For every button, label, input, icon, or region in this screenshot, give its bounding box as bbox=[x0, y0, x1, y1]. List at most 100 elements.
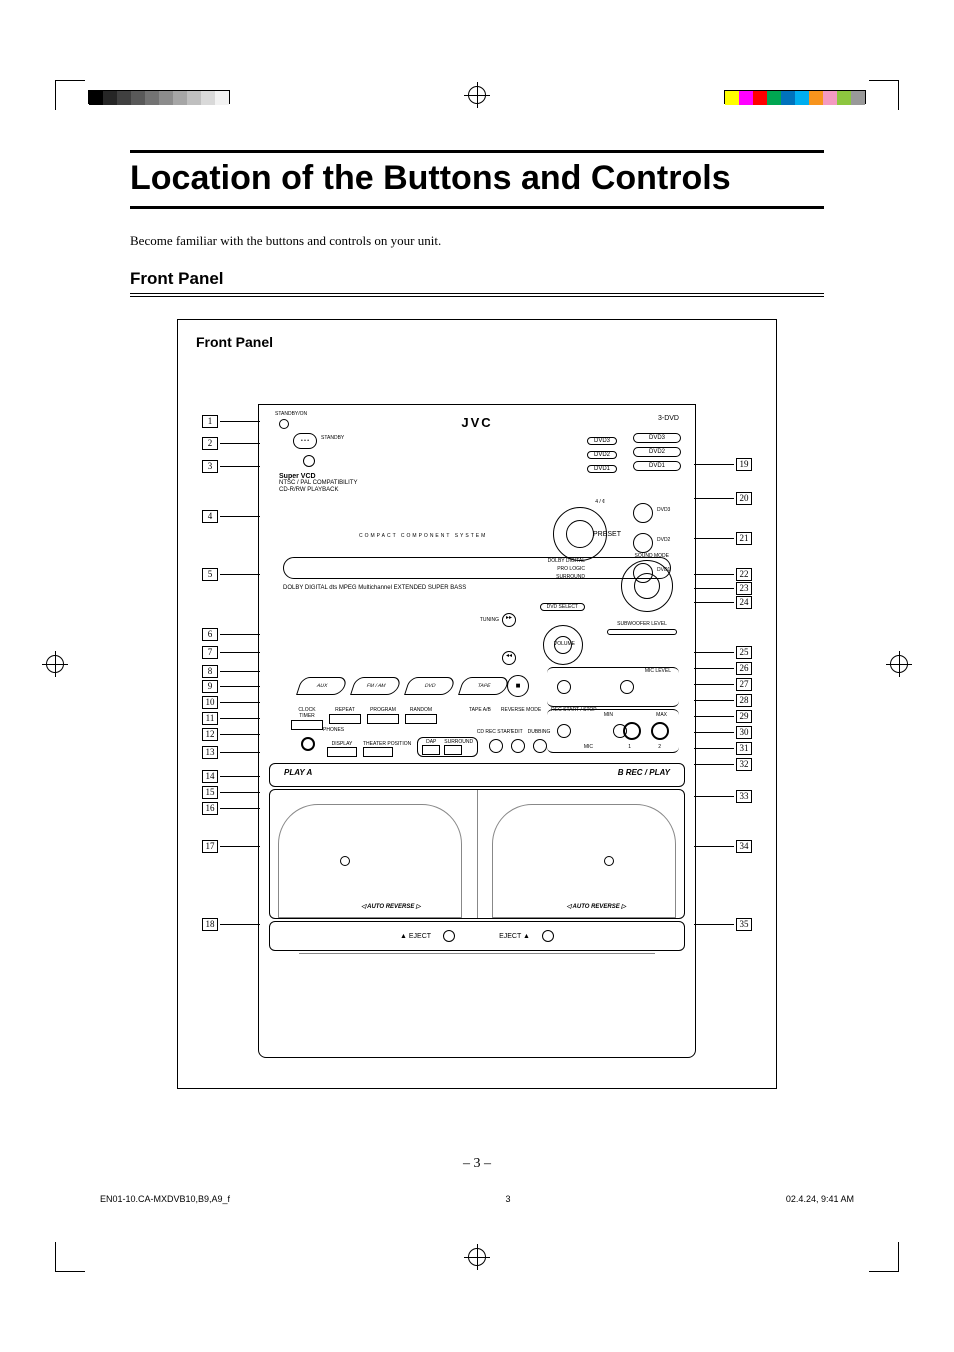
deck-a-eject-label: ▲ EJECT bbox=[400, 933, 431, 940]
callout-15: 15 bbox=[202, 786, 218, 799]
edit-button[interactable] bbox=[511, 739, 525, 753]
callout-28: 28 bbox=[736, 694, 752, 707]
callout-line bbox=[220, 752, 260, 753]
callout-line bbox=[694, 700, 734, 701]
callout-1: 1 bbox=[202, 415, 218, 428]
svcd-labels: Super VCD NTSC / PAL COMPATIBILITY CD-R/… bbox=[279, 473, 357, 493]
intro-text: Become familiar with the buttons and con… bbox=[130, 233, 824, 249]
eject-button[interactable] bbox=[633, 533, 653, 553]
aux-button[interactable]: AUX bbox=[296, 677, 348, 695]
cursor-down-button[interactable]: ◂◂ bbox=[502, 651, 516, 665]
crop-mark bbox=[55, 80, 85, 110]
dap-up-button[interactable] bbox=[444, 745, 462, 755]
fm-am-button[interactable]: FM / AM bbox=[350, 677, 402, 695]
deck-a-label: PLAY A bbox=[284, 768, 312, 782]
dap-down-button[interactable] bbox=[422, 745, 440, 755]
callout-line bbox=[220, 516, 260, 517]
stop-button[interactable]: ■ bbox=[507, 675, 529, 697]
rec-button-row: CD REC START EDIT DUBBING bbox=[489, 739, 547, 753]
callout-line bbox=[220, 718, 260, 719]
front-panel-figure: Front Panel 1234567891011121314151617181… bbox=[177, 319, 777, 1089]
callout-line bbox=[694, 538, 734, 539]
swatch bbox=[215, 91, 229, 105]
mic-jack-2[interactable] bbox=[651, 722, 669, 740]
callout-26: 26 bbox=[736, 662, 752, 675]
crop-mark bbox=[869, 1242, 899, 1272]
mic-1-label: 1 bbox=[628, 744, 631, 750]
registration-mark bbox=[468, 86, 486, 104]
eco-button[interactable] bbox=[303, 455, 315, 467]
callout-line bbox=[220, 808, 260, 809]
dolby-indicators: DOLBY DIGITAL PRO LOGIC SURROUND bbox=[548, 557, 585, 581]
deck-eject-bar: ▲ EJECT EJECT ▲ bbox=[269, 921, 685, 951]
auto-reverse-b: ◁ AUTO REVERSE ▷ bbox=[566, 903, 626, 910]
mic-label: MIC bbox=[584, 744, 593, 750]
display-button[interactable] bbox=[327, 747, 357, 757]
callout-17: 17 bbox=[202, 840, 218, 853]
sound-mode-label: SOUND MODE bbox=[635, 553, 669, 559]
swatch bbox=[131, 91, 145, 105]
callout-16: 16 bbox=[202, 802, 218, 815]
random-button[interactable] bbox=[405, 714, 437, 724]
repeat-button[interactable] bbox=[329, 714, 361, 724]
cd-rec-start-button[interactable] bbox=[489, 739, 503, 753]
clock-timer-button[interactable] bbox=[291, 720, 323, 730]
swatch bbox=[145, 91, 159, 105]
dvd-play-button[interactable]: DVD bbox=[404, 677, 456, 695]
tape-button[interactable]: TAPE bbox=[458, 677, 510, 695]
dvd-tray-tabs: DVD3 DVD2 DVD1 bbox=[587, 437, 617, 479]
deck-a-eject-button[interactable] bbox=[443, 930, 455, 942]
callout-line bbox=[694, 684, 734, 685]
theater-button[interactable] bbox=[363, 747, 393, 757]
callout-19: 19 bbox=[736, 458, 752, 471]
sound-mode-knob[interactable] bbox=[621, 560, 673, 612]
footer-timestamp: 02.4.24, 9:41 AM bbox=[786, 1194, 854, 1204]
deck-b-eject-button[interactable] bbox=[542, 930, 554, 942]
right-control-row-2: MIN MIC 1 2 MAX bbox=[547, 709, 679, 753]
control-knob[interactable] bbox=[557, 724, 571, 738]
unit-outline: JVC 3-DVD STANDBY/ON • • • STANDBY Super… bbox=[258, 404, 696, 1058]
callout-line bbox=[220, 846, 260, 847]
callout-line bbox=[220, 686, 260, 687]
dvd-button[interactable]: DVD3 bbox=[633, 433, 681, 443]
remote-label: STANDBY bbox=[321, 435, 344, 441]
cursor-up-button[interactable]: ▸▸ bbox=[502, 613, 516, 627]
swatch bbox=[823, 91, 837, 105]
dap-surround-group: DAP SURROUND bbox=[417, 737, 478, 757]
standby-button[interactable] bbox=[279, 419, 289, 429]
control-knob[interactable] bbox=[557, 680, 571, 694]
subwoofer-label: SUBWOOFER LEVEL bbox=[607, 621, 677, 627]
callout-line bbox=[694, 498, 734, 499]
jog-label: 4 / ¢ bbox=[595, 499, 605, 505]
callout-35: 35 bbox=[736, 918, 752, 931]
callout-line bbox=[694, 732, 734, 733]
control-knob[interactable] bbox=[620, 680, 634, 694]
deck-b-indicator bbox=[604, 856, 614, 866]
swatch bbox=[795, 91, 809, 105]
callout-14: 14 bbox=[202, 770, 218, 783]
dvd-select-button[interactable]: DVD SELECT bbox=[540, 603, 585, 611]
swatch bbox=[767, 91, 781, 105]
tape-ab-label: TAPE A/B bbox=[469, 707, 491, 713]
mic-jack-1[interactable] bbox=[623, 722, 641, 740]
callout-30: 30 bbox=[736, 726, 752, 739]
eject-button[interactable] bbox=[633, 503, 653, 523]
clock-timer-label: CLOCKTIMER bbox=[291, 707, 323, 719]
tuning-label: TUNING bbox=[480, 617, 499, 623]
phones-jack[interactable] bbox=[301, 737, 315, 751]
swatch bbox=[725, 91, 739, 105]
callout-22: 22 bbox=[736, 568, 752, 581]
dubbing-button[interactable] bbox=[533, 739, 547, 753]
right-control-row-1: MIC LEVEL bbox=[547, 667, 679, 707]
program-button[interactable] bbox=[367, 714, 399, 724]
swatch bbox=[739, 91, 753, 105]
subwoofer-level: SUBWOOFER LEVEL bbox=[607, 621, 677, 635]
subwoofer-slider[interactable] bbox=[607, 629, 677, 635]
repeat-label: REPEAT bbox=[329, 707, 361, 713]
auto-reverse-a: ◁ AUTO REVERSE ▷ bbox=[361, 903, 421, 910]
dvd-button[interactable]: DVD2 bbox=[633, 447, 681, 457]
brand-logo: JVC bbox=[259, 415, 695, 430]
dvd-button[interactable]: DVD1 bbox=[633, 461, 681, 471]
dolby-line: DOLBY DIGITAL bbox=[548, 557, 585, 565]
callout-line bbox=[694, 464, 734, 465]
